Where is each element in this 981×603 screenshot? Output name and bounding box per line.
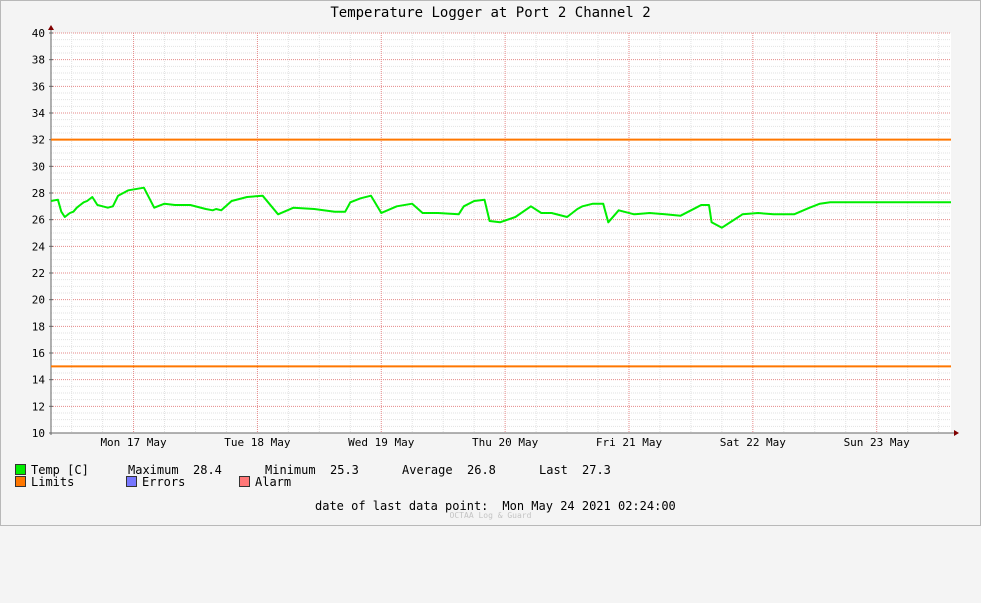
legend-errors-label: Errors xyxy=(142,475,186,489)
x-tick-label: Sat 22 May xyxy=(720,436,787,449)
x-tick-label: Mon 17 May xyxy=(100,436,167,449)
y-tick-label: 38 xyxy=(32,54,45,67)
maximum-label: Maximum xyxy=(128,463,179,477)
last-label: Last xyxy=(539,463,568,477)
y-tick-label: 32 xyxy=(32,134,45,147)
y-tick-label: 40 xyxy=(32,27,45,40)
y-tick-label: 34 xyxy=(32,107,46,120)
legend-row-markers: Limits Errors Alarm xyxy=(15,475,291,489)
minimum-label: Minimum xyxy=(265,463,316,477)
y-tick-label: 24 xyxy=(32,240,46,253)
y-tick-label: 12 xyxy=(32,400,45,413)
legend-item-temp: Temp [C] xyxy=(15,463,89,477)
y-tick-label: 30 xyxy=(32,160,45,173)
y-axis-arrow xyxy=(48,25,54,30)
temperature-chart: 10 12 14 16 18 20 22 24 26 28 30 32 34 36 38 40 Mon 17 M… xyxy=(32,25,959,449)
y-tick-label: 28 xyxy=(32,187,45,200)
legend-limits-label: Limits xyxy=(31,475,75,489)
y-tick-label: 26 xyxy=(32,214,45,227)
maximum-value: 28.4 xyxy=(193,463,222,477)
y-tick-label: 16 xyxy=(32,347,45,360)
y-tick-label: 22 xyxy=(32,267,45,280)
x-tick-label: Fri 21 May xyxy=(596,436,663,449)
y-tick-label: 36 xyxy=(32,80,45,93)
last-data-point-value: Mon May 24 2021 02:24:00 xyxy=(502,499,676,513)
legend-item-limits: Limits xyxy=(15,475,74,489)
legend-item-errors: Errors xyxy=(126,475,185,489)
y-tick-label: 10 xyxy=(32,427,45,440)
legend-row-stats: Temp [C] Maximum 28.4 Minimum 25.3 Avera… xyxy=(15,463,611,477)
limits-swatch-icon xyxy=(15,476,26,487)
legend-alarm-label: Alarm xyxy=(255,475,292,489)
y-tick-label: 18 xyxy=(32,320,45,333)
temp-swatch-icon xyxy=(15,464,26,475)
minimum-value: 25.3 xyxy=(330,463,359,477)
y-tick-label: 20 xyxy=(32,294,45,307)
average-label: Average xyxy=(402,463,453,477)
legend-temp-label: Temp [C] xyxy=(31,463,89,477)
temperature-series-line xyxy=(50,186,951,229)
last-data-point: date of last data point: Mon May 24 2021 … xyxy=(315,499,676,513)
legend-item-alarm: Alarm xyxy=(239,475,291,489)
chart-title: Temperature Logger at Port 2 Channel 2 xyxy=(330,5,651,21)
x-tick-label: Tue 18 May xyxy=(224,436,291,449)
y-tick-label: 14 xyxy=(32,374,46,387)
x-tick-label: Thu 20 May xyxy=(472,436,539,449)
watermark: OCTAA Log & Guard xyxy=(449,511,532,520)
average-value: 26.8 xyxy=(467,463,496,477)
alarm-swatch-icon xyxy=(239,476,250,487)
x-tick-label: Wed 19 May xyxy=(348,436,415,449)
x-tick-label: Sun 23 May xyxy=(844,436,911,449)
x-axis-arrow xyxy=(954,430,959,436)
last-value: 27.3 xyxy=(582,463,611,477)
errors-swatch-icon xyxy=(126,476,137,487)
last-data-point-label: date of last data point: xyxy=(315,499,489,513)
